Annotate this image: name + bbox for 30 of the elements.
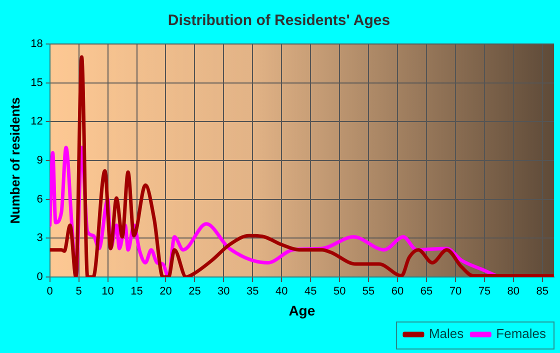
y-tick-label: 15 (30, 76, 43, 89)
legend-label: Males (428, 326, 464, 342)
x-tick-label: 40 (276, 286, 288, 298)
legend-label: Females (496, 326, 546, 342)
x-tick-label: 85 (536, 286, 549, 298)
y-tick-label: 18 (30, 38, 43, 50)
x-axis-title: Age (288, 302, 316, 318)
x-tick-label: 25 (188, 286, 201, 298)
y-tick-label: 6 (36, 193, 43, 206)
x-tick-label: 35 (246, 286, 259, 298)
y-tick-label: 3 (36, 232, 43, 244)
x-tick-label: 75 (478, 286, 491, 298)
x-tick-label: 50 (333, 286, 346, 298)
x-tick-label: 65 (420, 286, 433, 298)
x-tick-label: 30 (218, 286, 230, 298)
x-tick-label: 55 (362, 286, 375, 298)
x-tick-label: 80 (507, 286, 520, 298)
y-tick-label: 9 (36, 154, 43, 167)
x-tick-label: 70 (449, 286, 462, 298)
y-axis-title: Number of residents (7, 97, 22, 224)
x-tick-label: 45 (304, 286, 317, 298)
y-tick-label: 0 (36, 271, 43, 284)
x-tick-label: 60 (391, 286, 404, 298)
x-tick-label: 15 (130, 286, 143, 298)
x-tick-label: 5 (76, 286, 82, 298)
x-tick-label: 20 (160, 286, 172, 298)
x-tick-label: 0 (46, 286, 53, 298)
chart-title: Distribution of Residents' Ages (168, 12, 390, 30)
x-tick-label: 10 (102, 286, 114, 298)
y-tick-label: 12 (30, 116, 43, 128)
